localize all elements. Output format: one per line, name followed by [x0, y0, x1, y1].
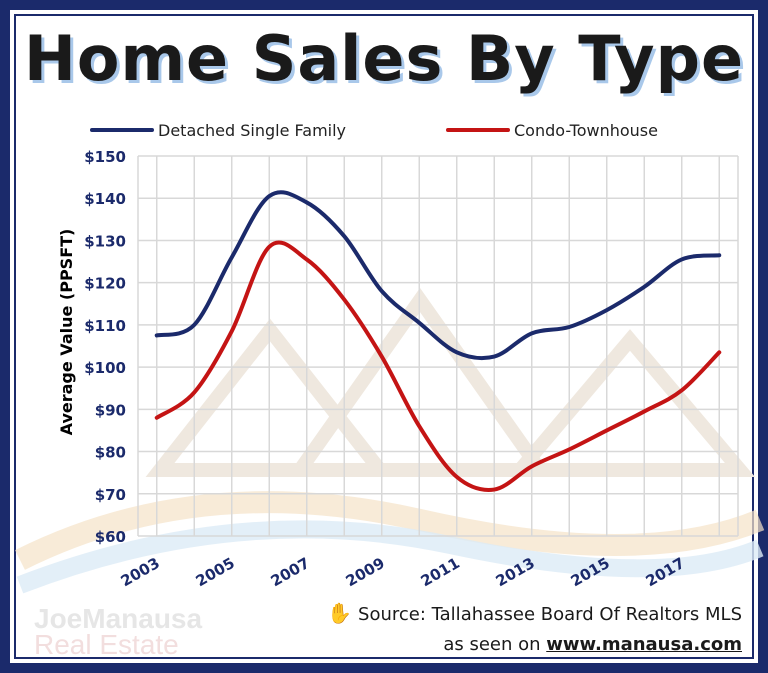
y-tick-label: $140: [84, 190, 126, 208]
watermark-line1: JoeManausa: [34, 603, 203, 634]
series-line-detached-single-family: [154, 190, 722, 361]
watermark-logo: JoeManausa Real Estate: [34, 603, 203, 660]
background-houses-illustration: [15, 287, 765, 594]
series-line-condo-townhouse: [154, 240, 722, 492]
y-tick-label: $80: [95, 444, 126, 462]
swoosh-shape: [16, 520, 764, 594]
x-tick-label: 2005: [193, 554, 238, 590]
y-tick-label: $120: [84, 275, 126, 293]
y-axis-ticks: $60 $70 $80 $90 $100 $110 $120 $130 $140 $150: [84, 148, 126, 546]
hand-icon: ✋: [327, 601, 353, 625]
x-tick-label: 2011: [418, 554, 463, 590]
y-tick-label: $90: [95, 401, 126, 419]
y-tick-label: $130: [84, 232, 126, 250]
chart-title: Home Sales By Type: [23, 22, 745, 95]
source-prefix: as seen on: [443, 634, 547, 655]
source-url-link[interactable]: www.manausa.com: [546, 634, 742, 655]
legend-label: Condo-Townhouse: [514, 121, 658, 140]
y-tick-label: $150: [84, 148, 126, 166]
y-tick-label: $100: [84, 359, 126, 377]
series-lines: [154, 190, 722, 492]
y-axis-label: Average Value (PPSFT): [57, 229, 76, 436]
y-tick-label: $110: [84, 317, 126, 335]
x-axis-ticks: 2003 2005 2007 2009 2011 2013 2015 2017: [118, 554, 688, 590]
chart-grid: [137, 155, 739, 537]
x-tick-label: 2009: [343, 554, 388, 590]
source-note: ✋ Source: Tallahassee Board Of Realtors M…: [327, 598, 742, 660]
watermark-line2: Real Estate: [34, 629, 179, 660]
source-text: Source: Tallahassee Board Of Realtors ML…: [358, 604, 742, 625]
y-tick-label: $70: [95, 486, 126, 504]
legend-label: Detached Single Family: [158, 121, 346, 140]
house-shape: [504, 329, 756, 477]
x-tick-label: 2007: [268, 554, 313, 590]
y-tick-label: $60: [95, 528, 126, 546]
legend: Detached Single Family Condo-Townhouse: [90, 121, 658, 140]
